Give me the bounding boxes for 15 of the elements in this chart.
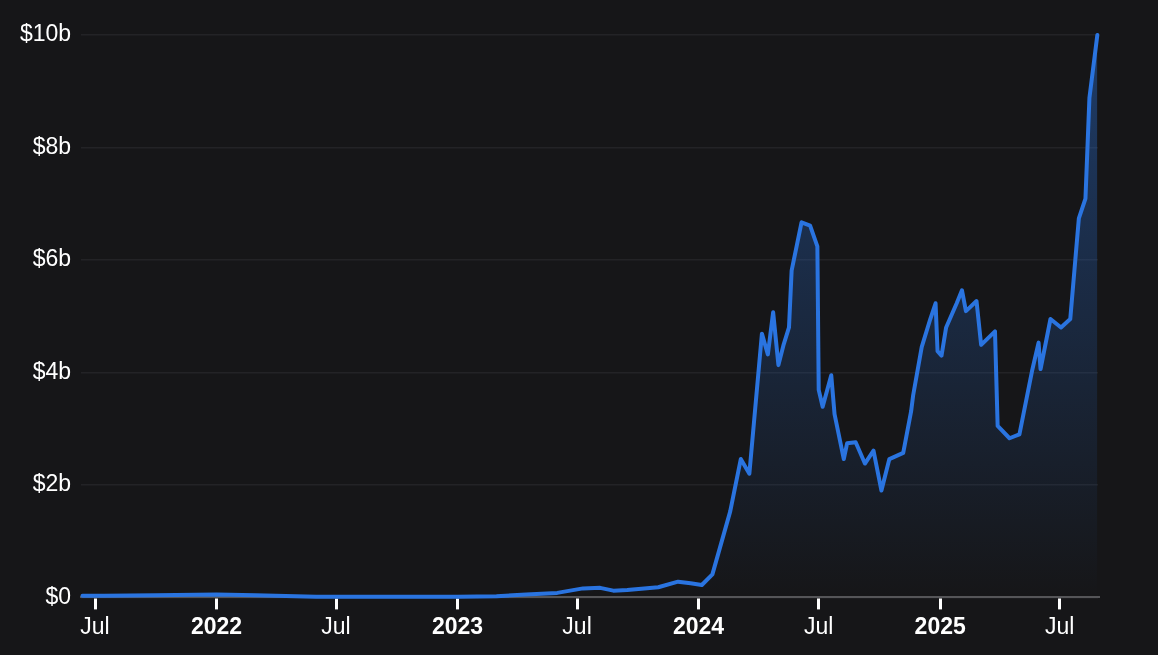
y-tick-label: $2b [32,470,72,497]
y-tick-label: $0 [45,582,72,609]
y-tick-label: $6b [32,245,72,272]
x-tick-label: Jul [80,612,110,639]
y-tick-label: $4b [32,357,72,384]
x-tick-label: 2022 [190,612,243,639]
x-tick-label: Jul [804,612,834,639]
x-tick-label: 2024 [672,612,725,639]
x-tick-label: Jul [321,612,351,639]
y-tick-label: $10b [19,20,72,47]
x-tick-label: 2025 [914,612,966,639]
x-tick-label: Jul [1045,612,1075,639]
y-tick-label: $8b [32,132,72,159]
x-tick-label: 2023 [431,612,484,639]
x-tick-label: Jul [562,612,592,639]
